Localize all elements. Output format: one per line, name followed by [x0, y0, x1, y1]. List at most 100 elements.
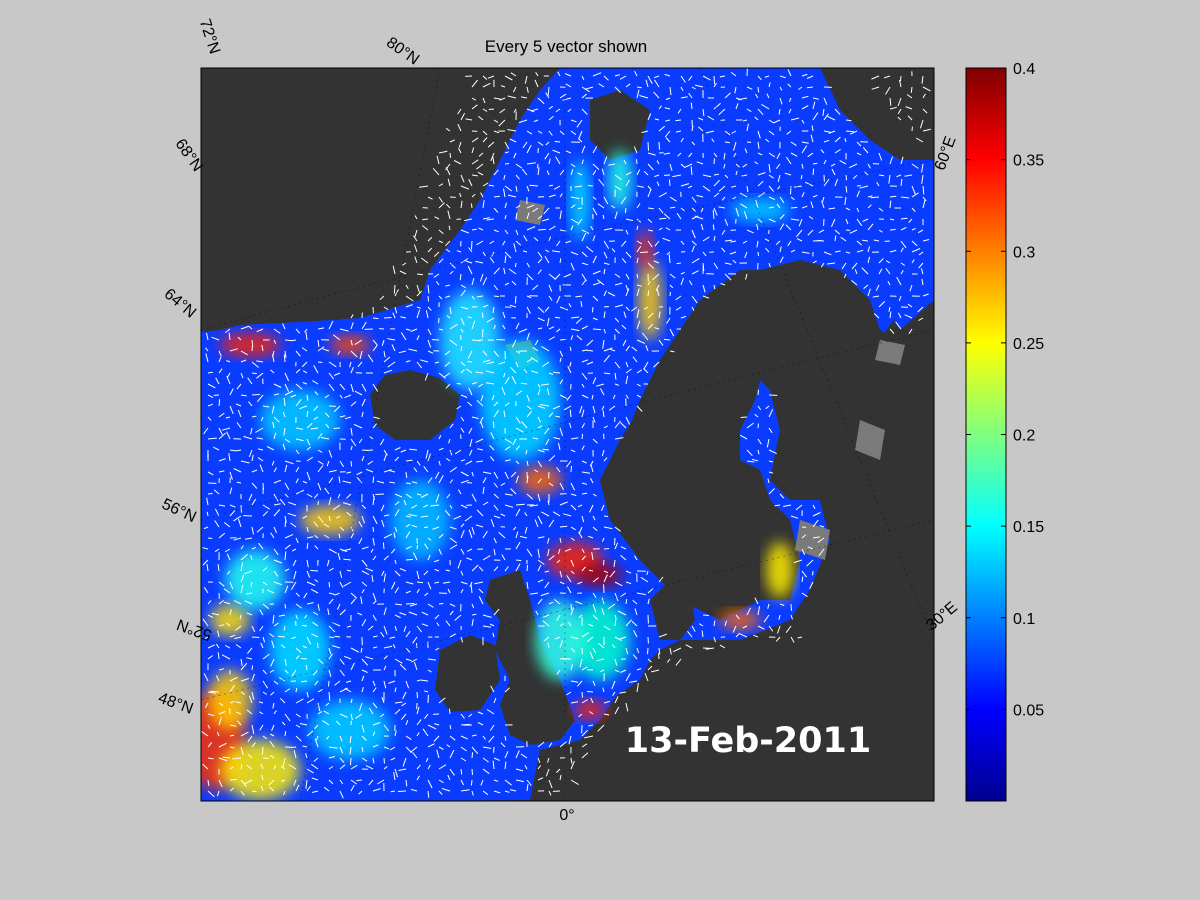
- current-vector: [546, 170, 550, 176]
- current-vector: [675, 119, 682, 122]
- current-vector: [636, 668, 642, 671]
- current-vector: [400, 332, 407, 341]
- current-vector: [383, 573, 386, 583]
- current-vector: [713, 179, 720, 187]
- current-vector: [732, 196, 737, 200]
- current-vector: [361, 383, 367, 392]
- current-vector: [449, 633, 457, 638]
- current-vector: [547, 642, 550, 649]
- current-vector: [592, 614, 598, 620]
- current-vector: [380, 631, 385, 638]
- current-vector: [291, 548, 297, 552]
- current-vector: [746, 86, 753, 90]
- current-vector: [577, 218, 583, 226]
- current-vector: [526, 581, 529, 589]
- current-vector: [259, 609, 264, 616]
- current-vector: [243, 435, 253, 440]
- current-vector: [848, 163, 858, 169]
- current-vector: [471, 295, 475, 300]
- current-vector: [468, 529, 473, 539]
- current-vector: [405, 603, 415, 605]
- current-vector: [460, 346, 463, 352]
- current-vector: [468, 713, 473, 718]
- current-vector: [518, 328, 528, 333]
- current-vector: [295, 489, 305, 495]
- current-vector: [313, 757, 319, 762]
- current-vector: [664, 107, 671, 110]
- current-vector: [544, 152, 550, 160]
- current-vector: [852, 174, 858, 180]
- current-vector: [570, 119, 577, 123]
- speed-hotspot: [210, 604, 250, 636]
- current-vector: [448, 225, 451, 231]
- current-vector: [559, 350, 564, 357]
- current-vector: [526, 783, 529, 792]
- current-vector: [581, 752, 589, 759]
- current-vector: [299, 405, 308, 410]
- current-vector: [305, 664, 308, 671]
- current-vector: [537, 493, 541, 502]
- current-vector: [607, 292, 616, 297]
- current-vector: [592, 72, 602, 77]
- current-vector: [537, 141, 544, 146]
- current-vector: [394, 768, 399, 778]
- current-vector: [918, 262, 924, 269]
- current-vector: [603, 156, 608, 165]
- current-vector: [345, 680, 352, 683]
- current-vector: [361, 546, 369, 550]
- current-vector: [542, 620, 550, 627]
- current-vector: [383, 724, 390, 732]
- colorbar-tick-label: 0.05: [1013, 702, 1044, 719]
- current-vector: [207, 371, 213, 374]
- current-vector: [735, 633, 740, 638]
- current-vector: [471, 416, 479, 419]
- current-vector: [548, 130, 553, 136]
- current-vector: [830, 218, 836, 228]
- current-vector: [410, 328, 418, 332]
- current-vector: [328, 449, 333, 458]
- current-vector: [493, 537, 497, 544]
- current-vector: [313, 405, 319, 412]
- current-vector: [757, 75, 762, 81]
- current-vector: [313, 493, 319, 499]
- current-vector: [383, 766, 388, 770]
- current-vector: [467, 401, 473, 407]
- current-vector: [570, 526, 576, 531]
- current-vector: [405, 493, 412, 499]
- current-vector: [592, 515, 596, 521]
- current-vector: [687, 630, 693, 638]
- current-vector: [555, 415, 561, 418]
- current-vector: [552, 405, 561, 410]
- current-vector: [229, 787, 235, 792]
- current-vector: [889, 156, 893, 165]
- current-vector: [537, 228, 546, 231]
- current-vector: [235, 711, 242, 715]
- colorbar-tick-label: 0.15: [1013, 519, 1044, 536]
- current-vector: [460, 589, 464, 594]
- current-vector: [658, 207, 664, 214]
- current-vector: [779, 603, 785, 606]
- current-vector: [568, 422, 572, 429]
- current-vector: [284, 551, 287, 561]
- current-vector: [839, 160, 847, 165]
- current-vector: [568, 735, 572, 745]
- current-vector: [507, 95, 517, 99]
- current-vector: [644, 306, 649, 310]
- current-vector: [414, 215, 418, 220]
- current-vector: [250, 427, 253, 435]
- current-vector: [359, 350, 363, 360]
- current-vector: [515, 361, 519, 368]
- current-vector: [205, 347, 209, 352]
- current-vector: [636, 86, 642, 89]
- current-vector: [586, 246, 594, 253]
- current-vector: [358, 537, 363, 545]
- current-vector: [225, 622, 231, 627]
- current-vector: [306, 536, 314, 539]
- current-vector: [202, 763, 209, 770]
- current-vector: [614, 185, 622, 191]
- current-vector: [436, 749, 440, 759]
- current-vector: [867, 223, 874, 231]
- current-vector: [676, 262, 682, 265]
- current-vector: [732, 625, 737, 633]
- current-vector: [246, 764, 253, 770]
